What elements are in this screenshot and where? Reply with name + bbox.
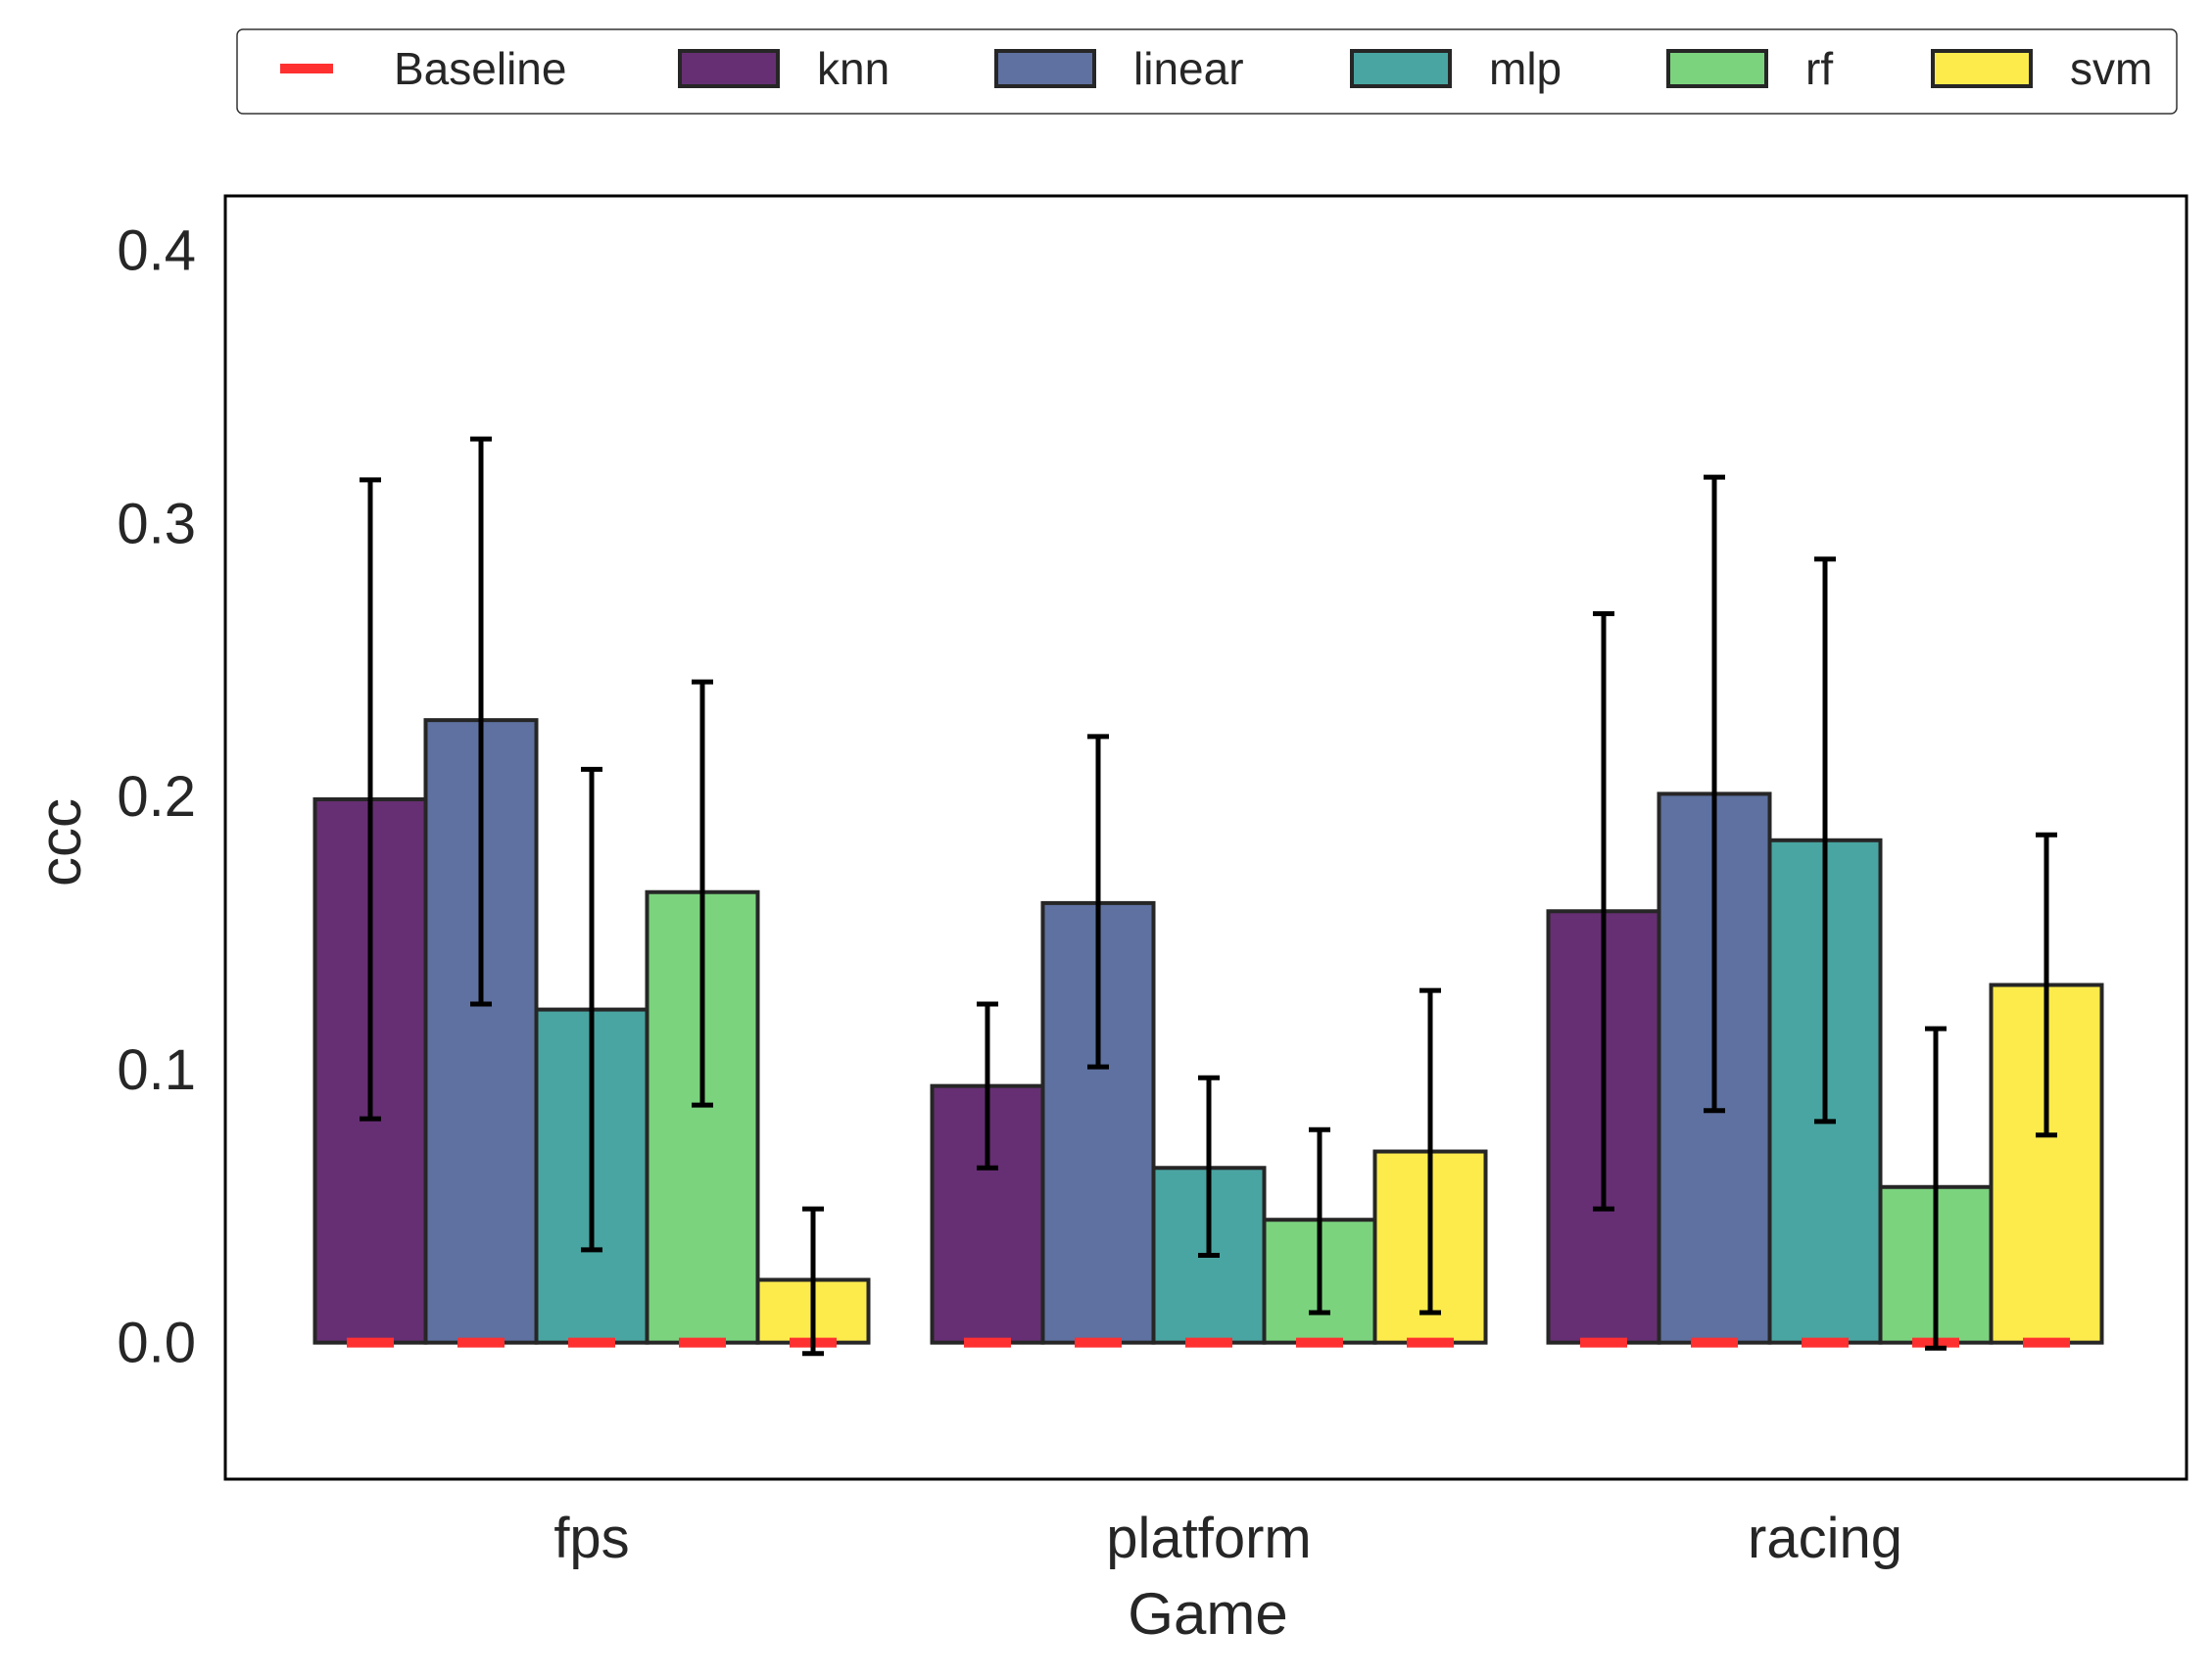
y-tick-label: 0.2 [117, 765, 196, 829]
errorbar-rf-fps [692, 679, 713, 1108]
errorbar-svm-platform [1419, 987, 1441, 1316]
legend: Baseline knn linear mlp rf svm [236, 28, 2178, 115]
errorbar-mlp-racing [1814, 556, 1836, 1125]
errorbar-linear-racing [1704, 474, 1725, 1114]
y-tick-label: 0.3 [117, 492, 196, 555]
legend-item-knn: knn [678, 43, 890, 94]
x-axis: fps platform racing [553, 1507, 1902, 1570]
errorbar-svm-racing [2036, 832, 2057, 1138]
legend-item-linear: linear [994, 43, 1244, 94]
errorbar-linear-fps [470, 436, 492, 1007]
legend-label-rf: rf [1805, 43, 1833, 94]
legend-label-Baseline: Baseline [394, 43, 566, 94]
x-tick-label-platform: platform [1106, 1507, 1312, 1570]
errorbar-rf-platform [1309, 1127, 1330, 1316]
legend-swatch-svm [1931, 49, 2033, 88]
errorbar-layer [360, 436, 2057, 1357]
errorbar-mlp-fps [581, 766, 602, 1253]
y-tick-label: 0.1 [117, 1038, 196, 1102]
x-tick-label-racing: racing [1748, 1507, 1902, 1570]
legend-swatch-knn [678, 49, 780, 88]
x-axis-label: Game [1128, 1581, 1287, 1647]
errorbar-knn-platform [977, 1001, 998, 1171]
legend-label-linear: linear [1133, 43, 1244, 94]
y-axis-label: ccc [27, 798, 93, 887]
errorbar-knn-fps [360, 477, 381, 1122]
legend-item-Baseline: Baseline [280, 43, 566, 94]
errorbar-rf-racing [1925, 1026, 1947, 1351]
legend-swatch-rf [1666, 49, 1768, 88]
legend-swatch-mlp [1350, 49, 1452, 88]
legend-label-mlp: mlp [1489, 43, 1562, 94]
errorbar-linear-platform [1087, 734, 1109, 1070]
y-tick-label: 0.4 [117, 219, 196, 283]
legend-item-mlp: mlp [1350, 43, 1562, 94]
errorbar-svm-fps [802, 1206, 824, 1357]
legend-item-rf: rf [1666, 43, 1833, 94]
errorbar-knn-racing [1593, 610, 1614, 1212]
plot-frame [223, 194, 2188, 1481]
legend-item-svm: svm [1931, 43, 2152, 94]
y-tick-label: 0.0 [117, 1312, 196, 1375]
legend-label-knn: knn [817, 43, 890, 94]
legend-swatch-linear [994, 49, 1096, 88]
legend-label-svm: svm [2070, 43, 2152, 94]
x-tick-label-fps: fps [553, 1507, 629, 1570]
errorbar-mlp-platform [1198, 1075, 1220, 1258]
y-axis: 0.0 0.1 0.2 0.3 0.4 [117, 219, 196, 1375]
